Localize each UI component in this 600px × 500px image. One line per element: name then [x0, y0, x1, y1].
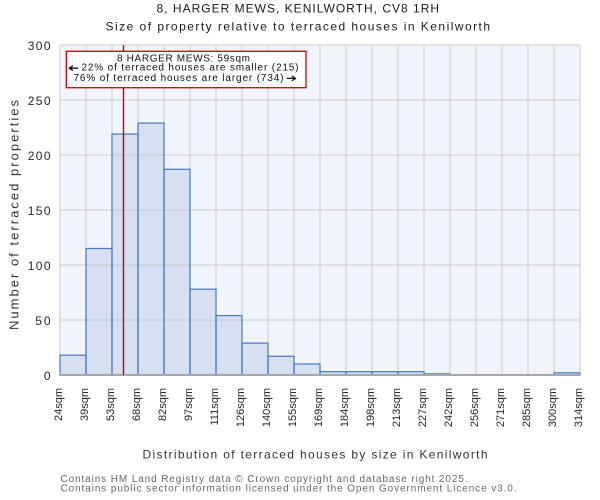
svg-text:50: 50 — [35, 314, 51, 328]
svg-text:Size of property relative to t: Size of property relative to terraced ho… — [106, 20, 491, 34]
svg-text:68sqm: 68sqm — [131, 388, 143, 421]
svg-text:250: 250 — [28, 94, 51, 108]
svg-text:155sqm: 155sqm — [287, 388, 299, 427]
svg-text:150: 150 — [28, 204, 51, 218]
svg-text:111sqm: 111sqm — [209, 388, 221, 426]
svg-text:97sqm: 97sqm — [183, 388, 195, 421]
svg-text:24sqm: 24sqm — [53, 388, 65, 421]
svg-text:227sqm: 227sqm — [417, 388, 429, 427]
svg-text:53sqm: 53sqm — [105, 388, 117, 421]
svg-text:126sqm: 126sqm — [235, 388, 247, 427]
svg-text:8 HARGER MEWS: 59sqm: 8 HARGER MEWS: 59sqm — [117, 53, 250, 64]
svg-text:198sqm: 198sqm — [365, 388, 377, 427]
svg-text:184sqm: 184sqm — [339, 388, 351, 427]
svg-text:Distribution of terraced house: Distribution of terraced houses by size … — [143, 448, 488, 462]
svg-text:285sqm: 285sqm — [521, 388, 533, 427]
svg-text:140sqm: 140sqm — [261, 388, 273, 427]
svg-text:256sqm: 256sqm — [469, 388, 481, 427]
svg-text:213sqm: 213sqm — [391, 388, 403, 427]
svg-text:314sqm: 314sqm — [573, 388, 585, 427]
svg-text:0: 0 — [44, 369, 51, 383]
svg-text:76% of terraced houses are lar: 76% of terraced houses are larger (734) — [74, 73, 284, 84]
svg-text:82sqm: 82sqm — [157, 388, 169, 421]
svg-text:100: 100 — [28, 259, 51, 273]
svg-text:169sqm: 169sqm — [313, 388, 325, 427]
svg-text:Contains public sector informa: Contains public sector information licen… — [61, 484, 517, 495]
svg-text:8, HARGER MEWS, KENILWORTH, CV: 8, HARGER MEWS, KENILWORTH, CV8 1RH — [157, 2, 440, 16]
svg-text:22% of terraced houses are sma: 22% of terraced houses are smaller (215) — [82, 63, 299, 74]
svg-text:Number of terraced properties: Number of terraced properties — [7, 99, 22, 330]
svg-text:242sqm: 242sqm — [443, 388, 455, 427]
svg-text:300sqm: 300sqm — [547, 388, 559, 427]
svg-text:Contains HM Land Registry data: Contains HM Land Registry data © Crown c… — [61, 474, 468, 485]
svg-text:300: 300 — [28, 39, 51, 53]
svg-text:39sqm: 39sqm — [79, 388, 91, 421]
svg-text:200: 200 — [28, 149, 51, 163]
svg-text:271sqm: 271sqm — [495, 388, 507, 427]
